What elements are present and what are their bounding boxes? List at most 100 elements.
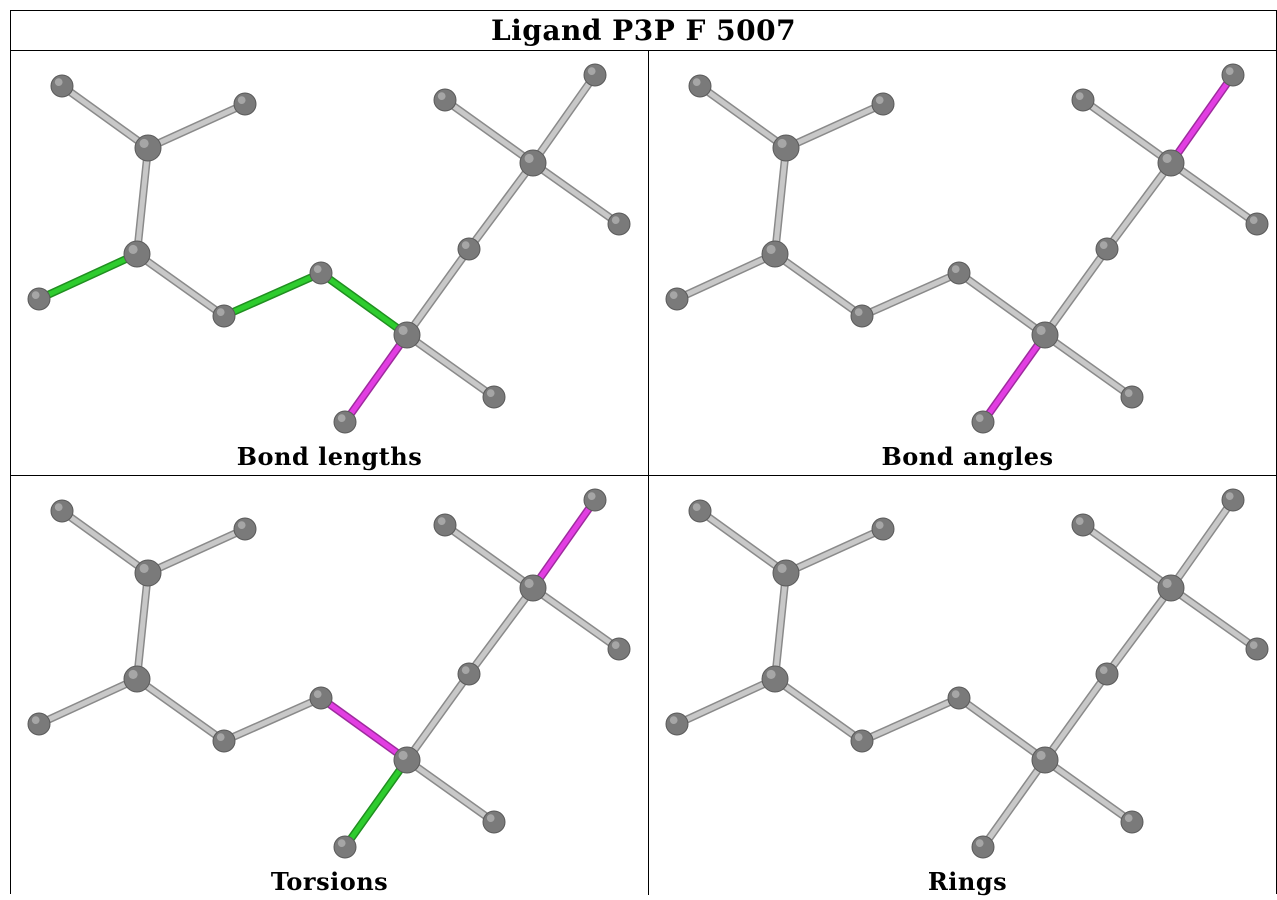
atom-8 <box>971 410 995 434</box>
bond-11-13 <box>441 521 537 592</box>
bond-7-10 <box>1041 245 1111 339</box>
bond-5-6 <box>858 269 963 320</box>
bond-6-7 <box>955 694 1049 764</box>
bond-2-5 <box>771 250 866 320</box>
atom-10 <box>1095 237 1119 261</box>
atom-4 <box>871 517 895 541</box>
atom-6 <box>309 686 333 710</box>
vertical-divider <box>648 51 649 895</box>
panel-bond-angles: Bond angles <box>649 51 1277 475</box>
bond-10-11 <box>465 159 537 253</box>
atom-8 <box>333 410 357 434</box>
atom-8 <box>971 835 995 859</box>
bond-11-14 <box>1167 584 1261 653</box>
atom-11 <box>1157 574 1185 602</box>
atom-14 <box>607 212 631 236</box>
bond-0-2 <box>673 250 779 303</box>
bond-1-3 <box>58 507 152 577</box>
bond-7-10 <box>1041 670 1111 764</box>
atom-7 <box>393 746 421 774</box>
bond-11-13 <box>1079 521 1175 592</box>
atom-2 <box>123 665 151 693</box>
atom-3 <box>134 134 162 162</box>
atom-6 <box>309 261 333 285</box>
atom-12 <box>583 488 607 512</box>
atom-6 <box>947 261 971 285</box>
panel-rings: Rings <box>649 476 1277 900</box>
figure-table: Ligand P3P F 5007 Bond lengths Bond angl… <box>10 10 1277 896</box>
bond-11-14 <box>1167 159 1261 228</box>
bond-3-2 <box>133 144 152 258</box>
molecule-torsions <box>27 488 631 859</box>
figure-title: Ligand P3P F 5007 <box>490 14 797 47</box>
bond-2-5 <box>133 675 228 745</box>
bond-10-11 <box>1103 584 1175 678</box>
bond-7-9 <box>403 331 498 401</box>
atom-3 <box>772 134 800 162</box>
atom-14 <box>1245 212 1269 236</box>
atom-7 <box>1031 746 1059 774</box>
bond-1-3 <box>696 507 790 577</box>
bond-6-7 <box>317 269 411 339</box>
atom-13 <box>433 88 457 112</box>
molecule-bond-angles <box>665 63 1269 434</box>
caption-torsions: Torsions <box>270 867 389 896</box>
atom-0 <box>27 712 51 736</box>
atom-2 <box>761 665 789 693</box>
atom-3 <box>134 559 162 587</box>
bond-3-2 <box>133 569 152 683</box>
bond-11-12 <box>529 71 599 167</box>
panel-bond-lengths: Bond lengths <box>11 51 648 475</box>
bond-0-2 <box>673 675 779 728</box>
horizontal-divider <box>11 475 1276 476</box>
bond-10-11 <box>465 584 537 678</box>
atom-8 <box>333 835 357 859</box>
bond-11-12 <box>1167 496 1237 592</box>
atom-4 <box>233 517 257 541</box>
atom-0 <box>665 287 689 311</box>
bond-3-4 <box>782 525 887 577</box>
atom-3 <box>772 559 800 587</box>
bond-7-8 <box>979 331 1049 426</box>
atom-2 <box>761 240 789 268</box>
bond-7-8 <box>341 331 411 426</box>
bond-7-9 <box>1041 756 1136 826</box>
bond-0-2 <box>35 250 141 303</box>
atom-10 <box>1095 662 1119 686</box>
atom-11 <box>1157 149 1185 177</box>
atom-11 <box>519 149 547 177</box>
bond-7-8 <box>979 756 1049 851</box>
atom-1 <box>50 74 74 98</box>
atom-1 <box>688 74 712 98</box>
bond-3-2 <box>771 144 790 258</box>
caption-rings: Rings <box>927 867 1008 896</box>
atom-5 <box>212 304 236 328</box>
atom-6 <box>947 686 971 710</box>
atom-11 <box>519 574 547 602</box>
bond-1-3 <box>58 82 152 152</box>
bond-11-14 <box>529 159 623 228</box>
atom-7 <box>1031 321 1059 349</box>
panel-torsions: Torsions <box>11 476 648 900</box>
atom-9 <box>482 385 506 409</box>
bond-3-4 <box>144 100 249 152</box>
bond-11-14 <box>529 584 623 653</box>
bond-7-8 <box>341 756 411 851</box>
atom-2 <box>123 240 151 268</box>
bond-1-3 <box>696 82 790 152</box>
atom-1 <box>50 499 74 523</box>
bond-11-13 <box>441 96 537 167</box>
atom-5 <box>850 729 874 753</box>
atom-7 <box>393 321 421 349</box>
bond-3-2 <box>771 569 790 683</box>
bond-7-9 <box>1041 331 1136 401</box>
caption-bond-angles: Bond angles <box>881 442 1054 471</box>
bond-2-5 <box>133 250 228 320</box>
atom-13 <box>433 513 457 537</box>
bond-7-10 <box>403 245 473 339</box>
atom-9 <box>1120 385 1144 409</box>
atom-5 <box>212 729 236 753</box>
bond-5-6 <box>220 694 325 745</box>
atom-0 <box>27 287 51 311</box>
bond-3-4 <box>144 525 249 577</box>
